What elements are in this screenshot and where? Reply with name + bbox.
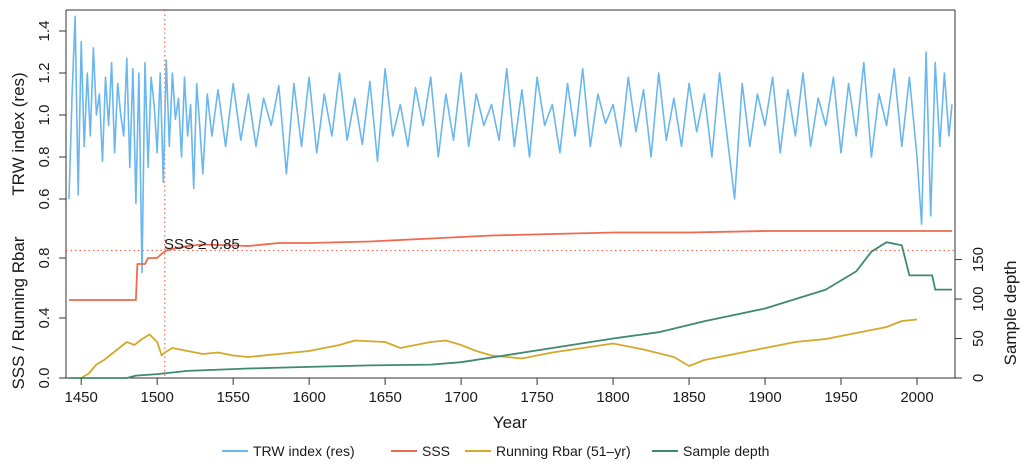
y-tick-label-top: 1.2 (36, 63, 53, 84)
legend: TRW index (res) SSS Running Rbar (51–yr)… (222, 443, 769, 459)
y-tick-label-top: 0.6 (36, 189, 53, 210)
y-axis-label-bottom-left: SSS / Running Rbar (9, 236, 28, 389)
y-tick-label-bottom-left: 0.4 (36, 308, 53, 329)
y-tick-label-bottom-right: 50 (970, 330, 987, 347)
x-axis-label: Year (493, 413, 528, 432)
y-tick-label-bottom-right: 150 (970, 247, 987, 272)
series-line-0 (68, 15, 953, 274)
legend-label-rbar: Running Rbar (51–yr) (496, 443, 631, 459)
x-tick-label: 1700 (444, 389, 477, 406)
y-axis-label-top: TRW index (res) (9, 72, 28, 195)
x-tick-label: 1850 (672, 389, 705, 406)
y-tick-label-bottom-right: 0 (970, 374, 987, 382)
x-tick-label: 1900 (748, 389, 781, 406)
x-tick-label: 1750 (520, 389, 553, 406)
series-line-3 (69, 241, 952, 379)
y-tick-label-top: 0.8 (36, 147, 53, 168)
series-line-1 (69, 230, 952, 301)
y-tick-label-top: 1.0 (36, 105, 53, 126)
x-tick-label: 1650 (368, 389, 401, 406)
ticks-layer: 1450 1500 1550 1600 1650 1700 1750 1800 1850 1900… (36, 21, 987, 406)
legend-label-sss: SSS (422, 443, 450, 459)
y-tick-label-bottom-right: 100 (970, 287, 987, 312)
sss-threshold-annotation: SSS ≥ 0.85 (164, 236, 240, 253)
y-tick-label-bottom-left: 0.8 (36, 248, 53, 269)
x-tick-label: 1550 (216, 389, 249, 406)
series-layer (68, 15, 953, 379)
x-tick-label: 1600 (292, 389, 325, 406)
legend-label-depth: Sample depth (683, 443, 769, 459)
x-tick-label: 2000 (900, 389, 933, 406)
y-axis-label-bottom-right: Sample depth (1001, 261, 1020, 366)
x-tick-label: 1450 (65, 389, 98, 406)
y-tick-label-bottom-left: 0.0 (36, 368, 53, 389)
x-tick-label: 1500 (140, 389, 173, 406)
y-tick-label-top: 1.4 (36, 21, 53, 42)
x-tick-label: 1950 (824, 389, 857, 406)
series-line-2 (80, 318, 918, 379)
x-tick-label: 1800 (596, 389, 629, 406)
legend-label-trw: TRW index (res) (253, 443, 355, 459)
reference-lines (66, 10, 955, 378)
